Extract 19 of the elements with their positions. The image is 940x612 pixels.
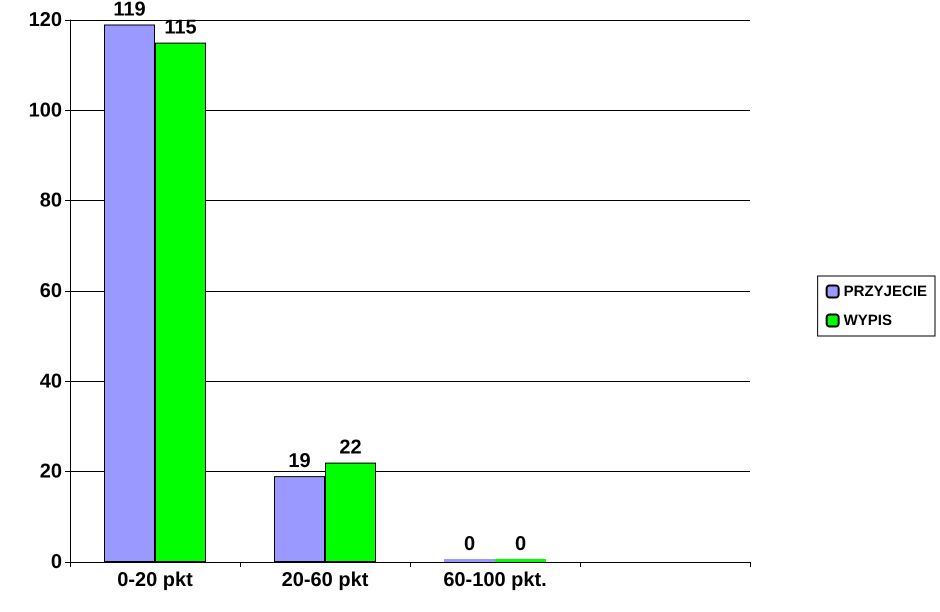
y-tick-label: 120 xyxy=(28,9,62,31)
data-label: 22 xyxy=(339,436,362,459)
y-tick-label: 40 xyxy=(40,370,62,392)
y-tick-label: 60 xyxy=(40,280,62,302)
data-label: 19 xyxy=(288,450,311,472)
x-tick-label: 60-100 pkt. xyxy=(443,569,547,591)
data-label: 0 xyxy=(514,533,526,555)
y-tick-label: 80 xyxy=(40,190,62,212)
y-tick-label: 100 xyxy=(28,99,62,122)
x-tick-label: 0-20 pkt xyxy=(117,569,194,591)
legend-label: PRZYJECIE xyxy=(844,283,928,300)
bar xyxy=(444,559,495,562)
x-tick-label: 20-60 pkt xyxy=(282,569,369,591)
y-tick-label: 0 xyxy=(50,551,62,573)
y-tick-label: 20 xyxy=(40,460,62,483)
data-label: 0 xyxy=(464,533,476,555)
legend-label: WYPIS xyxy=(844,312,892,329)
bar xyxy=(495,559,546,562)
data-label: 119 xyxy=(113,0,146,21)
